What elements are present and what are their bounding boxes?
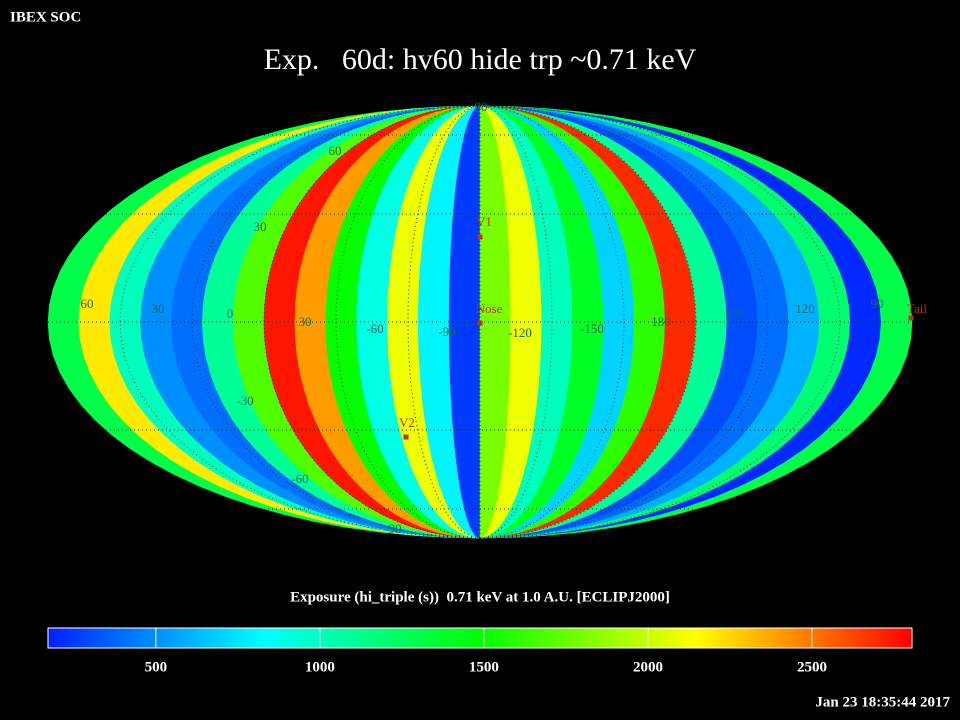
- longitude-label: 60: [81, 296, 94, 311]
- latitude-label: 60: [329, 143, 342, 158]
- marker: [908, 315, 914, 321]
- colorbar: [47, 627, 913, 649]
- marker-label: Tail: [907, 301, 927, 316]
- timestamp: Jan 23 18:35:44 2017: [815, 694, 950, 710]
- exposure-band: [479, 105, 913, 539]
- colorbar-tick-label: 1500: [469, 659, 499, 675]
- latitude-label: -60: [291, 471, 308, 486]
- longitude-label: 150: [725, 306, 745, 321]
- latitude-label: 90: [475, 99, 488, 114]
- longitude-label: -90: [438, 324, 455, 339]
- longitude-label: -150: [580, 321, 604, 336]
- latitude-label: -90: [384, 521, 401, 536]
- colorbar-tick-label: 500: [145, 659, 168, 675]
- longitude-label: -120: [508, 325, 532, 340]
- colorbar-tick-label: 2500: [797, 659, 827, 675]
- marker-label: Nose: [476, 301, 503, 316]
- marker: [403, 434, 409, 440]
- colorbar-tick-label: 1000: [305, 659, 335, 675]
- graticule: [479, 105, 553, 539]
- marker: [477, 234, 483, 240]
- longitude-label: -60: [366, 321, 383, 336]
- latitude-label: -30: [236, 393, 253, 408]
- longitude-label: 30: [299, 314, 312, 329]
- sky-map: 90 60 30 -30 -60 -90 60 30 0 30 -60 -90 -120 -150 180 1…: [47, 99, 927, 539]
- longitude-label: 30: [152, 301, 165, 316]
- header: IBEX SOC: [10, 9, 81, 25]
- colorbar-label: Exposure (hi_triple (s)) 0.71 keV at 1.0…: [290, 589, 670, 605]
- longitude-label: 120: [795, 301, 815, 316]
- marker-label: V2: [399, 415, 415, 430]
- longitude-label: 180: [651, 314, 671, 329]
- marker: [477, 320, 483, 326]
- longitude-label: 0: [227, 306, 234, 321]
- marker-label: V1: [476, 214, 492, 229]
- longitude-label: 90: [871, 296, 884, 311]
- graticule: [407, 105, 481, 539]
- latitude-label: 30: [254, 219, 267, 234]
- title: Exp. 60d: hv60 hide trp ~0.71 keV: [264, 43, 697, 76]
- colorbar-tick-label: 2000: [633, 659, 663, 675]
